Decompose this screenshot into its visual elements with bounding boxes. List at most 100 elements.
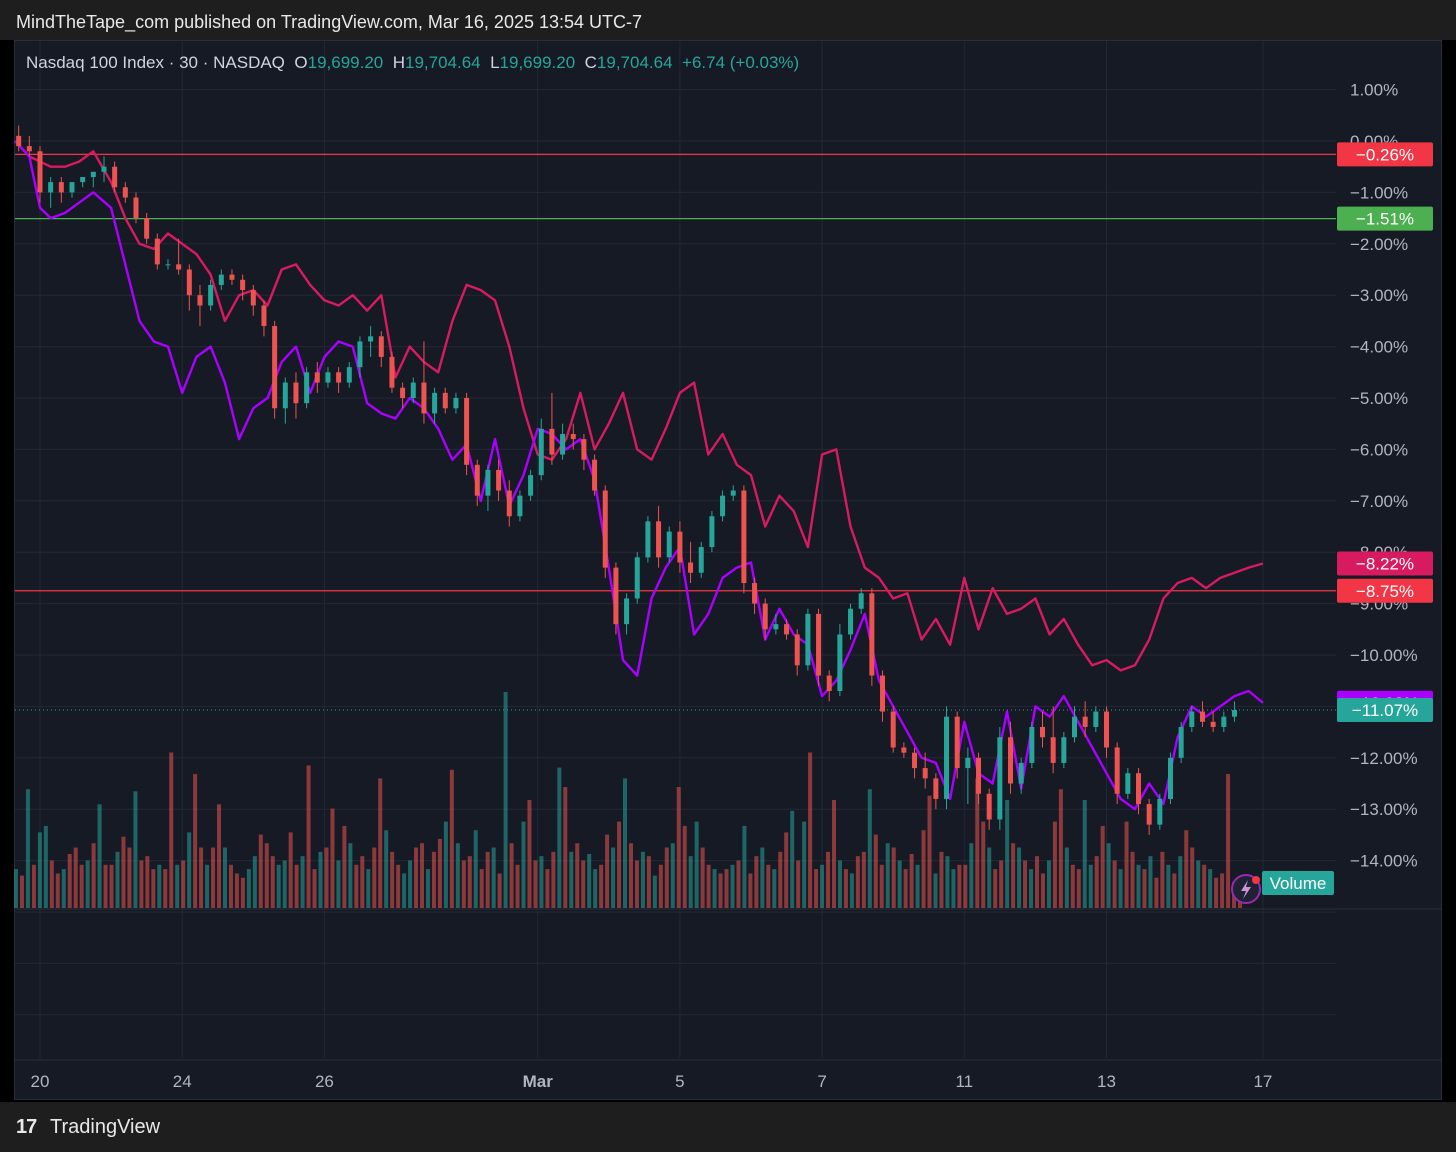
candle-body (773, 624, 779, 630)
last-value-labels: −0.26%−1.51%−8.75%−8.22%−10.93%−11.07% (1337, 142, 1433, 722)
volume-bar (449, 769, 454, 908)
volume-bar (1202, 864, 1207, 908)
candlesticks (16, 125, 1237, 835)
volume-bar (294, 864, 299, 908)
volume-bar (754, 856, 759, 908)
volume-bar (14, 869, 18, 908)
volume-bar (211, 847, 216, 908)
candle-body (1135, 773, 1141, 805)
y-tick-label: −14.00% (1350, 852, 1418, 871)
volume-bar (981, 821, 986, 908)
candle-body (688, 562, 694, 573)
candle-body (165, 264, 171, 266)
chart-panel[interactable] (14, 40, 1442, 1100)
volume-bar (891, 847, 896, 908)
x-tick-label: 20 (31, 1072, 50, 1091)
candle-body (912, 752, 918, 769)
high-value: 19,704.64 (404, 53, 481, 72)
volume-bar (1052, 821, 1057, 908)
value-badge (1337, 697, 1433, 722)
volume-bar (276, 864, 281, 908)
volume-bar (521, 821, 526, 908)
candle-body (410, 382, 416, 398)
volume-bar (640, 851, 645, 908)
candle-body (720, 495, 726, 517)
candle-body (453, 398, 459, 409)
volume-bar (867, 789, 872, 908)
volume-bar (1142, 869, 1147, 908)
volume-bar (855, 856, 860, 908)
volume-bar (366, 869, 371, 908)
volume-bar (849, 873, 854, 908)
candle-body (496, 469, 502, 491)
candle-body (112, 166, 118, 188)
x-axis[interactable]: 20 24 26 Mar 5 7 11 13 17 (31, 1072, 1273, 1091)
candle-body (1082, 716, 1088, 727)
candle-body (218, 274, 224, 285)
candle-body (346, 367, 352, 383)
volume-bar (19, 875, 24, 908)
volume-bar (551, 851, 556, 908)
candle-body (357, 341, 363, 368)
candle-body (229, 274, 235, 280)
candle-body (826, 675, 832, 691)
volume-bar (193, 774, 198, 908)
volume-bar (664, 847, 669, 908)
candle-body (69, 182, 75, 193)
volume-bar (1154, 877, 1159, 908)
candle-body (730, 490, 736, 496)
volume-bar (1017, 847, 1022, 908)
volume-bar (282, 860, 287, 908)
candle-body (890, 711, 896, 748)
volume-bar (1220, 873, 1225, 908)
volume-bar (103, 864, 108, 908)
volume-badge[interactable]: Volume (1231, 871, 1334, 904)
volume-bar (372, 847, 377, 908)
volume-bar (837, 860, 842, 908)
candle-body (677, 531, 683, 563)
volume-bar (300, 856, 305, 908)
volume-bar (611, 847, 616, 908)
volume-bar (455, 843, 460, 908)
candle-body (16, 135, 22, 147)
horizontal-levels[interactable] (15, 153, 1336, 711)
volume-bar (1136, 864, 1141, 908)
candle-body (442, 392, 448, 409)
volume-bar (348, 843, 353, 908)
tradingview-brand[interactable]: TradingView (50, 1116, 161, 1138)
volume-bar (1046, 860, 1051, 908)
volume-bar (228, 864, 233, 908)
candle-body (805, 613, 811, 666)
value-badge-label: −8.75% (1356, 582, 1414, 601)
volume-bar (939, 851, 944, 908)
volume-bar (778, 851, 783, 908)
volume-bar (199, 847, 204, 908)
y-tick-label: −2.00% (1350, 235, 1408, 254)
x-tick-label: 11 (955, 1072, 973, 1091)
candle-body (1189, 711, 1195, 727)
volume-bar (658, 864, 663, 908)
candle-body (762, 603, 768, 630)
y-tick-label: −6.00% (1350, 440, 1408, 459)
candle-body (485, 469, 491, 496)
volume-bar (61, 869, 66, 908)
volume-bar (420, 843, 425, 908)
symbol-legend[interactable]: Nasdaq 100 Index · 30 · NASDAQ O19,699.2… (26, 53, 799, 73)
candle-body (741, 490, 747, 584)
tradingview-logo-icon[interactable]: 17 (16, 1116, 37, 1138)
volume-bar (1011, 843, 1016, 908)
symbol-name[interactable]: Nasdaq 100 Index · 30 · NASDAQ (26, 53, 285, 72)
volume-bar (676, 787, 681, 908)
volume-bar (1076, 869, 1081, 908)
volume-bar (628, 843, 633, 908)
volume-bar (175, 864, 180, 908)
candle-body (880, 675, 886, 712)
volume-bar (139, 860, 144, 908)
volume-bar (425, 869, 430, 908)
y-axis[interactable]: 1.00%0.00%−1.00%−2.00%−3.00%−4.00%−5.00%… (1350, 81, 1418, 871)
volume-bar (246, 869, 251, 908)
volume-bar (957, 864, 962, 908)
volume-bar (1160, 851, 1165, 908)
volume-bar (1088, 864, 1093, 908)
